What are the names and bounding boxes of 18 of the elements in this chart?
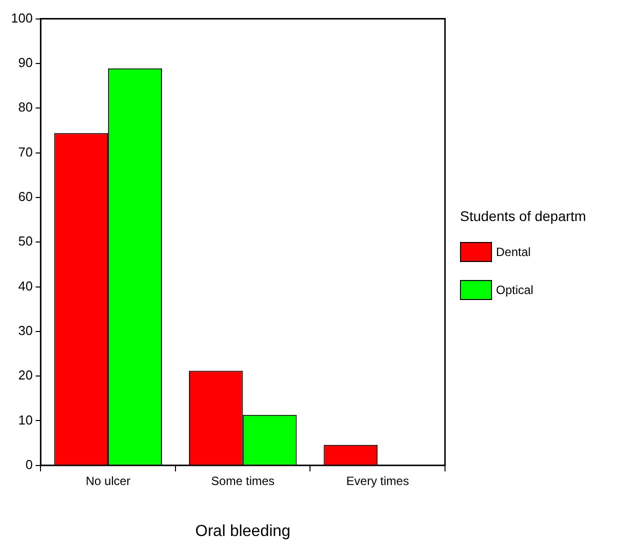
legend-label: Dental bbox=[496, 245, 531, 259]
legend-label: Optical bbox=[496, 283, 534, 297]
x-tick-label: Some times bbox=[211, 474, 275, 488]
y-tick-label: 20 bbox=[18, 368, 33, 383]
y-tick-label: 40 bbox=[18, 278, 33, 294]
y-tick-label: 70 bbox=[18, 144, 33, 160]
y-tick-label: 90 bbox=[18, 55, 33, 70]
x-tick-label: Every times bbox=[346, 474, 409, 488]
x-axis-title: Oral bleeding bbox=[195, 522, 290, 540]
y-tick-label: 50 bbox=[18, 234, 33, 249]
y-tick-label: 0 bbox=[25, 456, 33, 472]
y-tick-label: 10 bbox=[18, 412, 33, 428]
y-tick-label: 80 bbox=[18, 100, 33, 115]
y-tick-label: 30 bbox=[18, 323, 33, 338]
y-tick-label: 60 bbox=[18, 189, 33, 204]
y-tick-label: 100 bbox=[10, 10, 33, 26]
legend-title: Students of departm bbox=[460, 208, 586, 224]
x-tick-label: No ulcer bbox=[86, 474, 130, 488]
